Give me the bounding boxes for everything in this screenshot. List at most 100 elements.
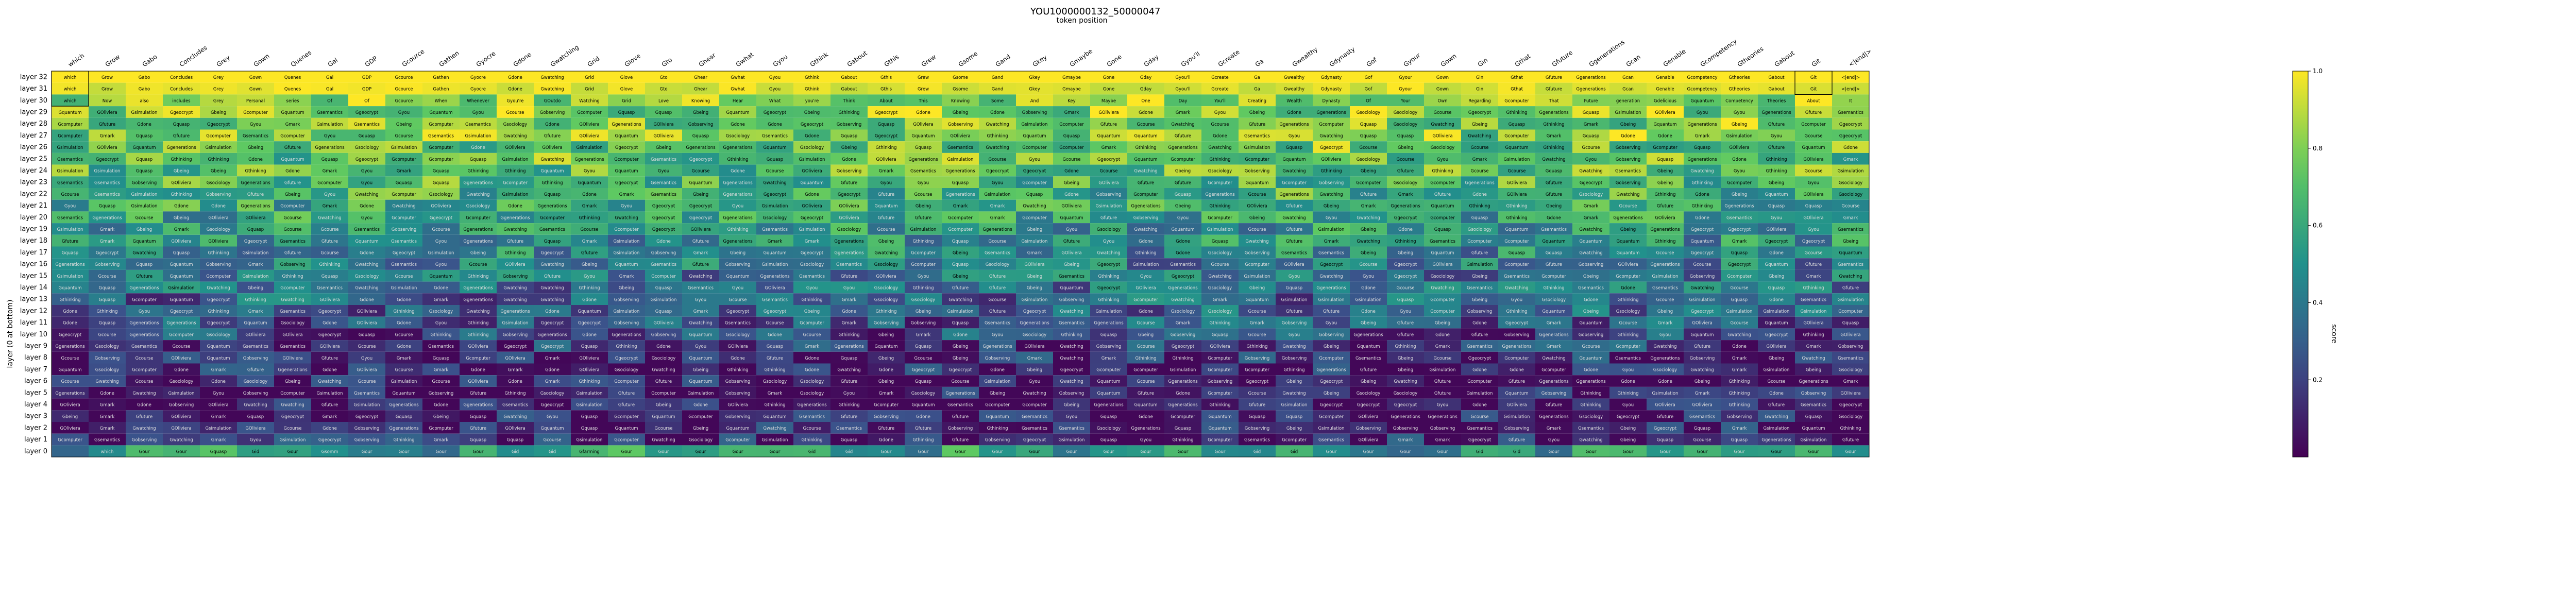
heatmap-cell bbox=[1016, 269, 1053, 282]
cell-token-label: Gbeing bbox=[248, 286, 263, 291]
cell-token-label: Gcomputer bbox=[1504, 356, 1529, 361]
heatmap-cell bbox=[1239, 164, 1276, 177]
heatmap-cell bbox=[460, 258, 497, 270]
heatmap-cell bbox=[1647, 152, 1684, 165]
cell-token-label: Gcourse bbox=[135, 215, 153, 220]
heatmap-cell bbox=[1535, 340, 1572, 352]
cell-token-label: Gquasp bbox=[1731, 250, 1748, 256]
heatmap-cell bbox=[1647, 351, 1684, 364]
cell-token-label: Gthinking bbox=[1691, 180, 1713, 185]
cell-token-label: Gmark bbox=[1101, 356, 1116, 361]
heatmap-cell bbox=[719, 94, 756, 107]
heatmap-cell bbox=[1387, 117, 1424, 130]
heatmap-cell bbox=[1647, 129, 1684, 142]
cell-token-label: Gcomputer bbox=[874, 403, 899, 408]
cell-token-label: Gtheories bbox=[1728, 75, 1750, 80]
cell-token-label: Ggenerations bbox=[1168, 286, 1198, 291]
heatmap-cell bbox=[942, 117, 979, 130]
cell-token-label: Gyou bbox=[1103, 239, 1114, 244]
heatmap-cell bbox=[1387, 269, 1424, 282]
heatmap-cell bbox=[1164, 281, 1201, 294]
heatmap-cell bbox=[126, 106, 163, 118]
heatmap-cell bbox=[460, 164, 497, 177]
heatmap-cell bbox=[1647, 71, 1684, 83]
cell-token-label: GOliviera bbox=[653, 321, 673, 326]
heatmap-cell bbox=[89, 211, 126, 224]
heatmap-cell bbox=[1721, 176, 1758, 188]
cell-token-label: Gmark bbox=[1732, 239, 1747, 244]
heatmap-cell bbox=[534, 351, 571, 364]
cell-token-label: Gdone bbox=[879, 438, 893, 443]
cell-token-label: Gsemantics bbox=[1467, 344, 1493, 349]
cell-token-label: Gwatching bbox=[1171, 122, 1194, 127]
heatmap-cell bbox=[274, 117, 311, 130]
cell-token-label: Gsociology bbox=[1839, 180, 1862, 185]
heatmap-cell bbox=[1498, 188, 1535, 200]
cell-token-label: Gfuture bbox=[952, 438, 969, 443]
cell-token-label: Gsimulation bbox=[762, 438, 788, 443]
heatmap-cell bbox=[1239, 269, 1276, 282]
cell-token-label: Gyou bbox=[1622, 403, 1634, 408]
heatmap-cell bbox=[89, 269, 126, 282]
cell-token-label: Gsimulation bbox=[1244, 274, 1270, 279]
heatmap-cell bbox=[645, 152, 682, 165]
cell-token-label: Ggenerations bbox=[1576, 75, 1606, 80]
x-tick-label: <|end|> bbox=[1848, 47, 1873, 69]
heatmap-cell bbox=[1795, 188, 1832, 200]
cell-token-label: Gsemantics bbox=[1059, 426, 1084, 431]
heatmap-cell bbox=[1090, 340, 1127, 352]
cell-token-label: Gthinking bbox=[912, 239, 934, 244]
cell-token-label: Gdone bbox=[397, 321, 411, 326]
cell-token-label: Ggenerations bbox=[1131, 204, 1161, 209]
cell-token-label: Gyou bbox=[139, 309, 150, 314]
heatmap-cell bbox=[571, 305, 608, 317]
heatmap-cell bbox=[237, 199, 274, 212]
cell-token-label: Gbeing bbox=[1546, 204, 1562, 209]
cell-token-label: Ggenerations bbox=[166, 321, 196, 326]
heatmap-cell bbox=[1313, 340, 1350, 352]
heatmap-cell bbox=[1424, 305, 1461, 317]
heatmap-cell bbox=[237, 305, 274, 317]
heatmap-cell bbox=[163, 363, 200, 376]
heatmap-cell bbox=[756, 82, 793, 95]
cell-token-label: Gyou bbox=[843, 286, 855, 291]
heatmap-cell bbox=[1016, 281, 1053, 294]
heatmap-cell bbox=[1127, 281, 1164, 294]
cell-token-label: Gmark bbox=[1584, 204, 1599, 209]
heatmap-cell bbox=[126, 246, 163, 259]
cell-token-label: Gsimulation bbox=[1244, 145, 1270, 150]
cell-token-label: Ggeocrypt bbox=[541, 321, 564, 326]
cell-token-label: Gsociology bbox=[1171, 309, 1195, 314]
cell-token-label: Ggenerations bbox=[1539, 332, 1569, 337]
cell-token-label: Gsociology bbox=[540, 391, 564, 396]
cell-token-label: Gthinking bbox=[579, 379, 600, 384]
cell-token-label: Gcomputer bbox=[429, 122, 453, 127]
heatmap-cell bbox=[608, 199, 645, 212]
cell-token-label: Ggeocrypt bbox=[96, 250, 119, 256]
cell-token-label: Gdone bbox=[323, 367, 337, 372]
heatmap-cell bbox=[1609, 71, 1647, 83]
cell-token-label: Gthinking bbox=[541, 180, 563, 185]
cell-token-label: Gsimulation bbox=[354, 403, 380, 408]
cell-token-label: Ggeocrypt bbox=[1394, 215, 1417, 220]
heatmap-cell bbox=[1498, 106, 1535, 118]
cell-token-label: Gyou bbox=[435, 239, 447, 244]
cell-token-label: Grow bbox=[101, 87, 113, 92]
cell-token-label: Ggeocrypt bbox=[615, 356, 638, 361]
cell-token-label: Gcourse bbox=[1137, 321, 1155, 326]
y-tick-label: layer 2 bbox=[24, 424, 47, 432]
cell-token-label: Gfuture bbox=[1323, 309, 1340, 314]
heatmap-cell bbox=[126, 269, 163, 282]
heatmap-cell bbox=[385, 211, 422, 224]
heatmap-cell bbox=[534, 375, 571, 387]
cell-token-label: Ggeocrypt bbox=[170, 309, 193, 314]
cell-token-label: Ggeocrypt bbox=[1691, 250, 1714, 256]
cell-token-label: Gcomputer bbox=[1504, 133, 1529, 139]
cell-token-label: Gcourse bbox=[1804, 250, 1822, 256]
cell-token-label: Gsimulation bbox=[1764, 367, 1790, 372]
cell-token-label: Gid bbox=[1476, 449, 1483, 454]
cell-token-label: Gcomputer bbox=[1319, 122, 1344, 127]
heatmap-cell bbox=[200, 375, 237, 387]
cell-token-label: Gobserving bbox=[503, 274, 528, 279]
cell-token-label: Gquasp bbox=[767, 344, 783, 349]
